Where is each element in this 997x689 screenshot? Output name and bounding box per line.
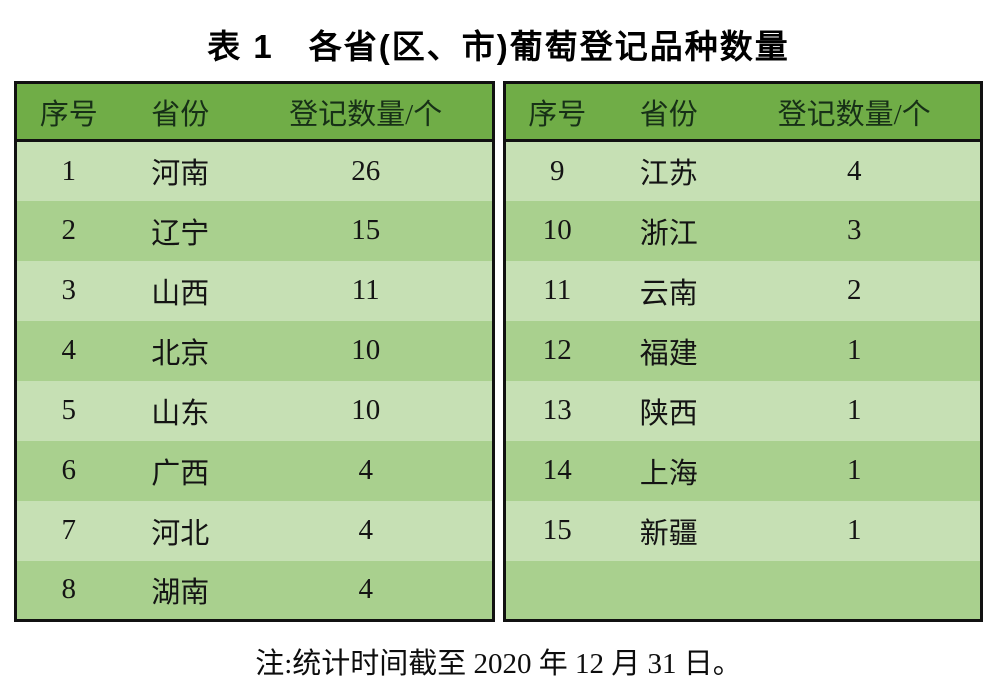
cell-count: 10: [239, 320, 493, 381]
table-row: 13 陕西 1: [504, 380, 982, 441]
table-row: 11 云南 2: [504, 260, 982, 321]
cell-province: 湖南: [120, 560, 240, 621]
table-row: 1 河南 26: [15, 140, 493, 201]
cell-province: 江苏: [609, 140, 729, 201]
col-header-no: 序号: [504, 82, 610, 142]
cell-no: 4: [15, 320, 121, 381]
cell-province: 北京: [120, 320, 240, 381]
cell-count: 1: [728, 320, 982, 381]
cell-count: 11: [239, 260, 493, 321]
cell-no: 6: [15, 440, 121, 501]
cell-province: 河北: [120, 500, 240, 561]
cell-no: [504, 560, 610, 621]
cell-province: 陕西: [609, 380, 729, 441]
cell-count: 4: [239, 440, 493, 501]
cell-province: 河南: [120, 140, 240, 201]
table-row: 5 山东 10: [15, 380, 493, 441]
cell-province: 辽宁: [120, 200, 240, 261]
table-row: 9 江苏 4: [504, 140, 982, 201]
cell-province: 上海: [609, 440, 729, 501]
table-row: 10 浙江 3: [504, 200, 982, 261]
cell-no: 13: [504, 380, 610, 441]
cell-no: 2: [15, 200, 121, 261]
cell-province: 云南: [609, 260, 729, 321]
cell-province: [609, 560, 729, 621]
cell-no: 15: [504, 500, 610, 561]
cell-province: 山东: [120, 380, 240, 441]
table-row: 14 上海 1: [504, 440, 982, 501]
col-header-count: 登记数量/个: [239, 82, 493, 142]
table-row: [504, 560, 982, 621]
cell-province: 山西: [120, 260, 240, 321]
cell-count: 15: [239, 200, 493, 261]
cell-no: 1: [15, 140, 121, 201]
cell-province: 福建: [609, 320, 729, 381]
footnote: 注:统计时间截至 2020 年 12 月 31 日。: [255, 648, 742, 680]
col-header-province: 省份: [120, 82, 240, 142]
table-row: 2 辽宁 15: [15, 200, 493, 261]
cell-count: [728, 560, 982, 621]
header-row-left: 序号 省份 登记数量/个: [15, 82, 493, 142]
col-header-province: 省份: [609, 82, 729, 142]
table-row: 3 山西 11: [15, 260, 493, 321]
table-row: 6 广西 4: [15, 440, 493, 501]
cell-no: 9: [504, 140, 610, 201]
cell-no: 10: [504, 200, 610, 261]
registration-table: 序号 省份 登记数量/个 1 河南 26 2 辽宁 15 3 山西 11 4 北京 10 5 山东 10 6 广…: [14, 81, 983, 622]
cell-province: 新疆: [609, 500, 729, 561]
table-row: 12 福建 1: [504, 320, 982, 381]
cell-count: 2: [728, 260, 982, 321]
cell-no: 5: [15, 380, 121, 441]
col-header-count: 登记数量/个: [728, 82, 982, 142]
cell-no: 11: [504, 260, 610, 321]
table-left-half: 序号 省份 登记数量/个 1 河南 26 2 辽宁 15 3 山西 11 4 北京 10 5 山东 10 6 广…: [14, 81, 495, 622]
cell-count: 1: [728, 440, 982, 501]
cell-count: 1: [728, 380, 982, 441]
cell-no: 12: [504, 320, 610, 381]
table-row: 7 河北 4: [15, 500, 493, 561]
cell-no: 8: [15, 560, 121, 621]
table-body-right: 9 江苏 4 10 浙江 3 11 云南 2 12 福建 1 13 陕西 1 14 上海 1 15 新疆 1: [504, 140, 982, 621]
table-row: 8 湖南 4: [15, 560, 493, 621]
cell-province: 广西: [120, 440, 240, 501]
cell-count: 1: [728, 500, 982, 561]
table-caption: 表 1 各省(区、市)葡萄登记品种数量: [207, 28, 790, 65]
table-row: 4 北京 10: [15, 320, 493, 381]
col-header-no: 序号: [15, 82, 121, 142]
table-row: 15 新疆 1: [504, 500, 982, 561]
cell-count: 4: [728, 140, 982, 201]
cell-no: 7: [15, 500, 121, 561]
cell-count: 26: [239, 140, 493, 201]
cell-no: 14: [504, 440, 610, 501]
header-row-right: 序号 省份 登记数量/个: [504, 82, 982, 142]
cell-count: 3: [728, 200, 982, 261]
cell-no: 3: [15, 260, 121, 321]
cell-count: 4: [239, 560, 493, 621]
cell-province: 浙江: [609, 200, 729, 261]
table-right-half: 序号 省份 登记数量/个 9 江苏 4 10 浙江 3 11 云南 2 12 福建 1 13 陕西 1 14 上…: [502, 81, 983, 622]
table-body-left: 1 河南 26 2 辽宁 15 3 山西 11 4 北京 10 5 山东 10 6 广西 4 7 河北 4 8 湖南 4: [15, 140, 493, 621]
cell-count: 10: [239, 380, 493, 441]
cell-count: 4: [239, 500, 493, 561]
